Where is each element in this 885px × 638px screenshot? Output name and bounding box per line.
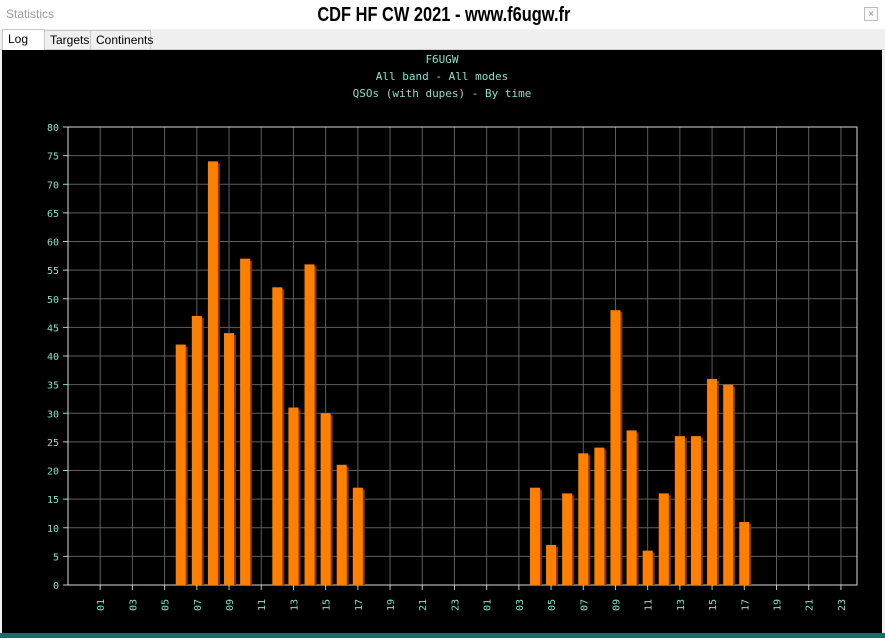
bar	[594, 447, 605, 585]
tab-log[interactable]: Log	[2, 29, 45, 50]
y-tick-label: 0	[53, 581, 59, 592]
bar	[175, 344, 186, 585]
y-tick-label: 35	[47, 381, 59, 392]
bar	[320, 413, 331, 585]
y-tick-label: 40	[47, 352, 59, 363]
overlay-title: CDF HF CW 2021 - www.f6ugw.fr	[317, 4, 571, 26]
x-tick-label: 03	[515, 599, 526, 611]
qso-bar-chart: F6UGW All band - All modes QSOs (with dupe…	[47, 53, 858, 611]
x-tick-label: 11	[257, 599, 268, 611]
y-tick-label: 20	[47, 467, 59, 478]
x-tick-label: 21	[418, 599, 429, 611]
bar	[739, 522, 750, 585]
bar	[610, 310, 621, 585]
y-tick-label: 25	[47, 438, 59, 449]
bar	[723, 384, 734, 585]
bar	[336, 464, 347, 585]
tab-bar: Log Targets Continents	[0, 29, 885, 50]
x-tick-label: 09	[611, 599, 622, 611]
y-tick-label: 75	[47, 152, 59, 163]
y-tick-label: 15	[47, 495, 59, 506]
y-tick-label: 50	[47, 295, 59, 306]
bar	[690, 436, 701, 585]
bar	[352, 487, 363, 585]
bar	[562, 493, 573, 585]
bar	[642, 550, 653, 585]
y-tick-label: 60	[47, 238, 59, 249]
x-tick-label: 03	[128, 599, 139, 611]
chart-title-line: QSOs (with dupes) - By time	[353, 87, 532, 100]
x-tick-label: 19	[772, 599, 783, 611]
y-tick-label: 10	[47, 524, 59, 535]
y-tick-label: 70	[47, 180, 59, 191]
y-tick-label: 5	[53, 552, 59, 563]
bar	[546, 544, 557, 585]
chart-title-line: F6UGW	[425, 53, 458, 66]
x-tick-label: 13	[289, 599, 300, 611]
x-tick-label: 01	[483, 599, 494, 611]
bar	[578, 453, 589, 585]
tab-targets[interactable]: Targets	[44, 30, 91, 49]
x-tick-label: 17	[354, 599, 365, 611]
x-tick-label: 09	[225, 599, 236, 611]
x-tick-label: 19	[386, 599, 397, 611]
bar	[529, 487, 540, 585]
x-tick-label: 15	[708, 599, 719, 611]
x-tick-label: 07	[579, 599, 590, 611]
bar	[207, 161, 218, 585]
bar	[658, 493, 669, 585]
x-tick-label: 01	[96, 599, 107, 611]
x-tick-label: 15	[322, 599, 333, 611]
plot-frame	[67, 126, 858, 586]
chart-panel: F6UGW All band - All modes QSOs (with dupe…	[2, 50, 882, 633]
bar	[674, 436, 685, 585]
bar	[304, 264, 315, 585]
y-tick-label: 80	[47, 123, 59, 134]
bar	[707, 378, 718, 585]
x-tick-label: 05	[547, 599, 558, 611]
x-tick-label: 11	[644, 599, 655, 611]
x-tick-label: 23	[837, 599, 848, 611]
x-tick-label: 17	[740, 599, 751, 611]
y-tick-label: 65	[47, 209, 59, 220]
close-button[interactable]: ×	[864, 7, 878, 21]
bar	[272, 287, 283, 585]
x-tick-label: 21	[805, 599, 816, 611]
x-tick-label: 23	[450, 599, 461, 611]
bar	[288, 407, 299, 585]
window-titlebar: Statistics CDF HF CW 2021 - www.f6ugw.fr…	[0, 0, 885, 29]
y-tick-label: 45	[47, 323, 59, 334]
bar	[240, 258, 251, 585]
y-tick-label: 55	[47, 266, 59, 277]
bar	[626, 430, 637, 585]
x-tick-label: 05	[161, 599, 172, 611]
chart-title-line: All band - All modes	[376, 70, 508, 83]
bottom-strip	[0, 633, 885, 638]
y-tick-label: 30	[47, 409, 59, 420]
bar	[224, 333, 235, 585]
x-tick-label: 13	[676, 599, 687, 611]
x-tick-label: 07	[193, 599, 204, 611]
bar	[191, 315, 202, 585]
tab-continents[interactable]: Continents	[90, 30, 153, 49]
window-title: Statistics	[6, 7, 55, 21]
